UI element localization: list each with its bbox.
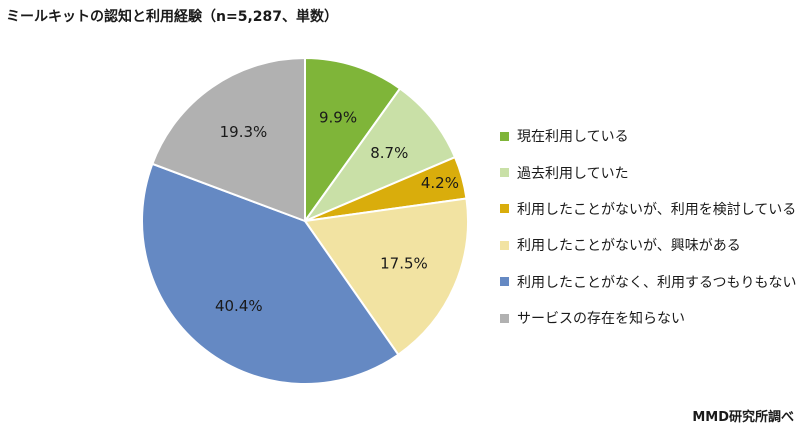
legend-label: 利用したことがないが、興味がある	[517, 238, 741, 255]
pie-slice	[304, 56, 402, 225]
legend-label: 利用したことがないが、利用を検討している	[517, 201, 797, 218]
pie-slice	[141, 162, 400, 385]
legend-label: 利用したことがなく、利用するつもりもない	[517, 274, 797, 291]
legend-item: 利用したことがないが、興味がある	[500, 227, 796, 263]
legend: 現在利用している 過去利用していた 利用したことがないが、利用を検討している 利…	[500, 118, 796, 336]
slice-value-label: 40.4%	[215, 297, 263, 315]
pie-slice	[302, 87, 457, 224]
chart-title: ミールキットの認知と利用経験（n=5,287、単数）	[6, 9, 338, 25]
pie-slices	[141, 56, 469, 385]
slice-value-label: 19.3%	[220, 123, 268, 141]
legend-item: サービスの存在を知らない	[500, 300, 796, 336]
legend-swatch	[500, 131, 509, 141]
slice-value-label: 17.5%	[380, 255, 428, 273]
legend-item: 現在利用している	[500, 118, 796, 154]
legend-item: 過去利用していた	[500, 154, 796, 190]
pie-slice	[303, 197, 469, 357]
slice-value-label: 9.9%	[319, 109, 357, 127]
pie-value-labels: 9.9% 8.7% 4.2% 17.5% 40.4% 19.3%	[215, 109, 459, 315]
pie-slice	[151, 56, 306, 223]
legend-swatch	[500, 168, 509, 178]
slice-value-label: 8.7%	[370, 144, 408, 162]
legend-item: 利用したことがなく、利用するつもりもない	[500, 264, 796, 300]
legend-label: 過去利用していた	[517, 165, 629, 182]
source-note: MMD研究所調べ	[692, 410, 794, 425]
legend-swatch	[500, 277, 509, 287]
slice-value-label: 4.2%	[421, 174, 459, 192]
legend-swatch	[500, 240, 509, 250]
legend-label: サービスの存在を知らない	[517, 311, 685, 328]
legend-item: 利用したことがないが、利用を検討している	[500, 191, 796, 227]
legend-label: 現在利用している	[517, 129, 629, 146]
legend-swatch	[500, 204, 509, 214]
legend-swatch	[500, 313, 509, 323]
